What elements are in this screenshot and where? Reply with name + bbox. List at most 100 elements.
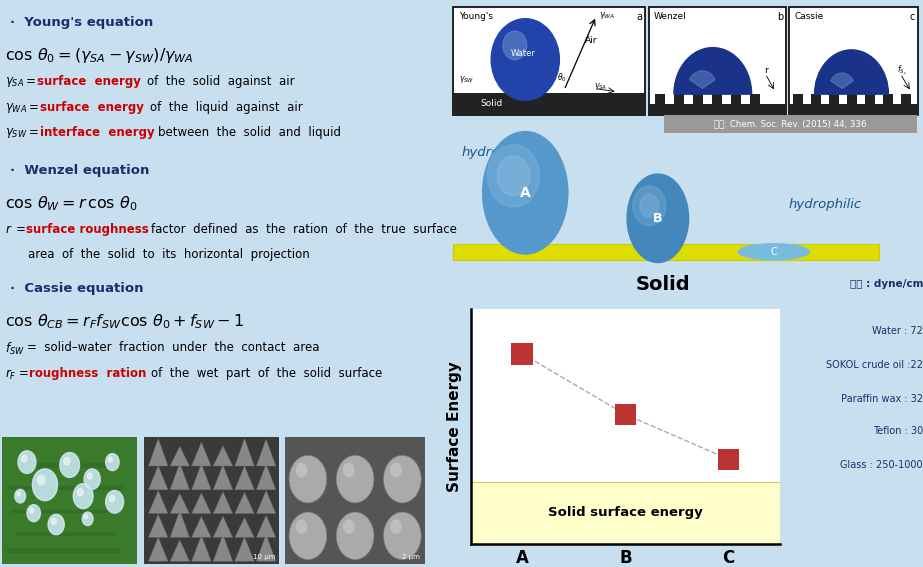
Circle shape: [503, 31, 527, 60]
Text: surface  energy: surface energy: [37, 75, 140, 88]
Circle shape: [82, 512, 93, 526]
Bar: [511, 343, 533, 365]
Circle shape: [73, 484, 93, 509]
Text: $\theta_0$: $\theta_0$: [557, 71, 568, 84]
Text: 단위 : dyne/cm: 단위 : dyne/cm: [849, 280, 923, 290]
Polygon shape: [170, 540, 190, 561]
Text: =  solid–water  fraction  under  the  contact  area: = solid–water fraction under the contact…: [27, 341, 319, 354]
Text: a: a: [637, 12, 642, 23]
Circle shape: [497, 156, 530, 196]
Bar: [16, 532, 114, 536]
Bar: [749, 94, 761, 115]
Text: $\cos\,\theta_0 = (\gamma_{SA} - \gamma_{SW})/\gamma_{WA}$: $\cos\,\theta_0 = (\gamma_{SA} - \gamma_…: [6, 46, 194, 66]
Polygon shape: [191, 516, 211, 538]
Circle shape: [343, 519, 354, 534]
Text: Wenzel: Wenzel: [654, 12, 687, 22]
Text: of  the  solid  against  air: of the solid against air: [148, 75, 295, 88]
Bar: [789, 104, 918, 115]
Bar: [712, 94, 722, 115]
Text: $\cos\,\theta_{CB} = r_F f_{SW}\cos\,\theta_0 + f_{SW} - 1$: $\cos\,\theta_{CB} = r_F f_{SW}\cos\,\th…: [6, 312, 245, 331]
Polygon shape: [213, 446, 233, 466]
Text: 출처: Chem. Soc. Rev. (2015) 44, 336: 출처: Chem. Soc. Rev. (2015) 44, 336: [714, 120, 867, 129]
Polygon shape: [234, 536, 255, 561]
Circle shape: [487, 145, 539, 207]
Polygon shape: [149, 490, 168, 514]
Circle shape: [289, 512, 327, 560]
Bar: [615, 404, 636, 425]
Wedge shape: [674, 48, 751, 94]
Ellipse shape: [738, 244, 809, 260]
Wedge shape: [815, 50, 889, 94]
Text: =: =: [29, 101, 39, 114]
Text: Water: Water: [510, 49, 535, 58]
Polygon shape: [234, 517, 255, 538]
Bar: [811, 94, 821, 115]
Polygon shape: [257, 490, 276, 514]
Text: $f_{SW}$: $f_{SW}$: [6, 341, 25, 357]
Text: 2 μm: 2 μm: [402, 554, 420, 560]
Text: $\gamma_{WA}$: $\gamma_{WA}$: [599, 10, 615, 22]
Text: SOKOL crude oil :22: SOKOL crude oil :22: [826, 360, 923, 370]
Text: of  the  wet  part  of  the  solid  surface: of the wet part of the solid surface: [150, 367, 382, 380]
Text: $r_F$: $r_F$: [6, 367, 17, 382]
Circle shape: [27, 505, 41, 522]
Text: $\gamma_{WA}$: $\gamma_{WA}$: [6, 101, 28, 115]
Text: $\cos\,\theta_W = r\,\cos\,\theta_0$: $\cos\,\theta_W = r\,\cos\,\theta_0$: [6, 194, 138, 213]
Polygon shape: [149, 438, 168, 466]
Bar: [865, 94, 875, 115]
Bar: [6, 486, 124, 490]
Bar: [285, 437, 425, 564]
Polygon shape: [149, 537, 168, 561]
Circle shape: [491, 19, 559, 100]
Text: =: =: [16, 223, 26, 236]
Circle shape: [60, 452, 79, 477]
Polygon shape: [213, 534, 233, 561]
Text: ·  Young's equation: · Young's equation: [10, 16, 153, 29]
Text: Cassie: Cassie: [794, 12, 823, 22]
Text: Young's: Young's: [459, 12, 493, 22]
Text: hydrophobic: hydrophobic: [462, 146, 544, 159]
Text: $r$: $r$: [6, 223, 13, 236]
Circle shape: [84, 515, 88, 519]
Circle shape: [52, 518, 56, 524]
Text: of  the  liquid  against  air: of the liquid against air: [150, 101, 303, 114]
Polygon shape: [149, 466, 168, 490]
Bar: [453, 244, 880, 260]
Ellipse shape: [627, 174, 689, 263]
Text: =: =: [29, 126, 39, 139]
Circle shape: [78, 489, 83, 496]
Circle shape: [390, 463, 402, 477]
Polygon shape: [213, 492, 233, 514]
Polygon shape: [213, 516, 233, 538]
Polygon shape: [170, 493, 190, 514]
Circle shape: [32, 469, 57, 501]
Polygon shape: [170, 446, 190, 466]
Circle shape: [30, 508, 34, 513]
FancyBboxPatch shape: [664, 115, 917, 133]
Text: A: A: [520, 186, 531, 200]
Bar: [655, 94, 665, 115]
Polygon shape: [257, 464, 276, 490]
Bar: [829, 94, 839, 115]
Bar: [717, 448, 739, 470]
Text: interface  energy: interface energy: [40, 126, 154, 139]
Bar: [731, 94, 741, 115]
Polygon shape: [170, 463, 190, 490]
Bar: [144, 437, 279, 564]
Polygon shape: [257, 439, 276, 466]
Circle shape: [383, 512, 421, 560]
Circle shape: [109, 495, 114, 502]
Polygon shape: [257, 515, 276, 538]
Polygon shape: [170, 510, 190, 538]
Circle shape: [295, 519, 307, 534]
Bar: [847, 94, 857, 115]
Bar: [883, 94, 893, 115]
Bar: [471, 481, 780, 544]
Y-axis label: Surface Energy: Surface Energy: [448, 361, 462, 492]
Polygon shape: [234, 438, 255, 466]
Text: hydrophilic: hydrophilic: [788, 198, 861, 211]
Polygon shape: [191, 442, 211, 466]
Text: =: =: [18, 367, 29, 380]
Text: $\gamma_{SA}$: $\gamma_{SA}$: [593, 81, 607, 92]
Text: Paraffin wax : 32: Paraffin wax : 32: [841, 394, 923, 404]
